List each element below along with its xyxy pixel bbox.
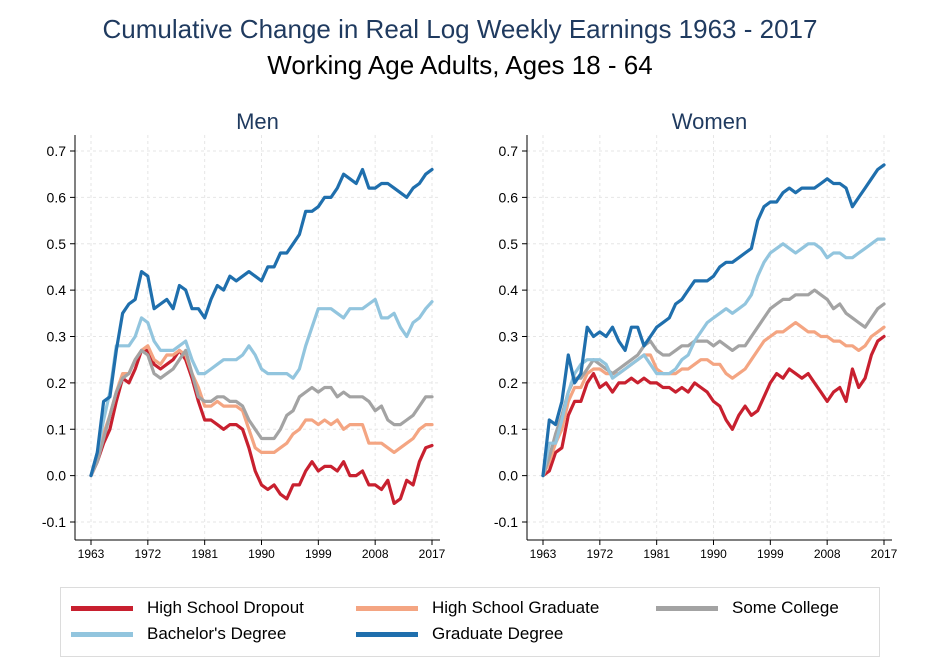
y-tick-label: 0.4: [499, 282, 519, 298]
legend-swatch-some-college: [656, 605, 718, 611]
x-tick-label: 1963: [78, 547, 105, 561]
panel-title-women: Women: [672, 109, 747, 134]
series-line-high-school-graduate: [541, 321, 886, 478]
y-tick-label: -0.1: [42, 514, 66, 530]
y-tick-label: 0.6: [499, 189, 519, 205]
x-tick-label: 1981: [191, 547, 218, 561]
legend-swatch-bachelors-degree: [71, 631, 133, 637]
panel-men: Men -0.1 0.0 0.1 0.2 0.3 0.4 0.5 0.6 0.7 1963 1972 1…: [42, 109, 446, 561]
x-tick-label: 2008: [362, 547, 389, 561]
y-tick-label: 0.4: [47, 282, 67, 298]
x-tick-label: 1963: [530, 547, 557, 561]
legend-label-high-school-dropout: High School Dropout: [147, 598, 304, 617]
y-tick-label: 0.3: [47, 329, 67, 345]
legend-item-high-school-dropout: High School Dropout: [71, 598, 304, 618]
series-line-some-college: [541, 288, 886, 478]
y-tick-label: 0.1: [47, 421, 67, 437]
chart-figure: Men -0.1 0.0 0.1 0.2 0.3 0.4 0.5 0.6 0.7 1963 1972 1…: [42, 109, 898, 561]
y-tick-label: 0.0: [47, 468, 67, 484]
y-tick-label: 0.3: [499, 329, 519, 345]
x-tick-label: 2017: [871, 547, 898, 561]
x-tick-label: 1990: [700, 547, 727, 561]
legend-swatch-high-school-dropout: [71, 605, 133, 611]
legend-item-graduate-degree: Graduate Degree: [356, 624, 563, 644]
panel-women: Women -0.1 0.0 0.1 0.2 0.3 0.4 0.5 0.6 0.7 1963 197…: [494, 109, 898, 561]
y-tick-label: 0.5: [499, 236, 519, 252]
x-tick-label: 2008: [814, 547, 841, 561]
y-tick-label: 0.0: [499, 468, 519, 484]
x-tick-label: 2017: [419, 547, 446, 561]
legend-item-bachelors-degree: Bachelor's Degree: [71, 624, 286, 644]
y-tick-label: 0.2: [47, 375, 67, 391]
legend-label-bachelors-degree: Bachelor's Degree: [147, 624, 287, 643]
x-tick-label: 1972: [586, 547, 613, 561]
legend-label-high-school-graduate: High School Graduate: [432, 598, 600, 617]
series-line-high-school-dropout: [89, 348, 434, 505]
series-line-high-school-graduate: [89, 344, 434, 478]
x-tick-label: 1990: [248, 547, 275, 561]
series-line-some-college: [89, 348, 434, 478]
x-tick-label: 1999: [305, 547, 332, 561]
y-tick-label: 0.5: [47, 236, 67, 252]
legend-label-graduate-degree: Graduate Degree: [432, 624, 564, 643]
y-tick-label: -0.1: [494, 514, 518, 530]
y-tick-label: 0.1: [499, 421, 519, 437]
legend-swatch-graduate-degree: [356, 631, 418, 637]
y-tick-label: 0.6: [47, 189, 67, 205]
y-tick-label: 0.7: [499, 143, 519, 159]
panel-title-men: Men: [236, 109, 279, 134]
main-title: Cumulative Change in Real Log Weekly Ear…: [102, 14, 818, 44]
y-tick-label: 0.7: [47, 143, 67, 159]
legend-item-some-college: Some College: [656, 598, 839, 618]
y-tick-label: 0.2: [499, 375, 519, 391]
subtitle: Working Age Adults, Ages 18 - 64: [267, 50, 653, 80]
series-line-graduate-degree: [541, 163, 886, 478]
legend-label-some-college: Some College: [732, 598, 839, 617]
x-tick-label: 1981: [643, 547, 670, 561]
series-line-bachelors-degree: [541, 237, 886, 478]
chart-legend: High School Dropout High School Graduate…: [60, 587, 880, 657]
legend-item-high-school-graduate: High School Graduate: [356, 598, 599, 618]
series-line-high-school-dropout: [541, 334, 886, 478]
series-line-graduate-degree: [89, 167, 434, 478]
x-tick-label: 1972: [134, 547, 161, 561]
series-line-bachelors-degree: [89, 297, 434, 478]
x-tick-label: 1999: [757, 547, 784, 561]
legend-swatch-high-school-graduate: [356, 605, 418, 611]
